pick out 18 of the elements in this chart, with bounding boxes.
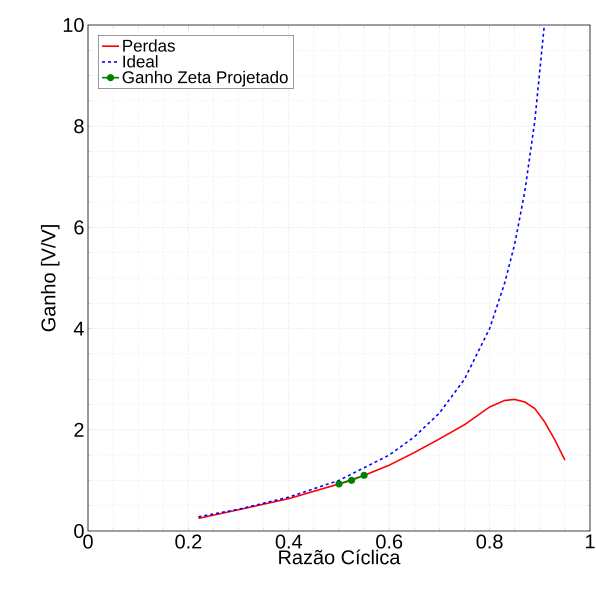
x-tick-label: 0.2 [175,534,202,549]
y-tick-label: 4 [74,322,84,336]
y-tick-label: 6 [74,220,84,234]
y-tick-label: 2 [74,422,84,437]
legend-label: Perdas [123,39,175,52]
x-tick-label: 0.4 [276,534,302,549]
x-tick-label: 0.6 [376,534,402,549]
y-tick-label: 8 [74,119,84,134]
legend-label: Ganho Zeta Projetado [122,70,288,87]
x-tick-label: 1 [586,534,595,548]
x-tick-label: 0 [83,534,93,549]
x-axis-title: Razão Cíclica [279,549,400,564]
x-tick-label: 0.8 [476,534,503,549]
y-tick-label: 0 [74,524,84,538]
y-tick-label: 10 [64,18,84,32]
y-axis-title: Ganho [V/V] [40,225,60,332]
legend-label: Ideal [123,55,158,68]
line-series [198,398,566,520]
